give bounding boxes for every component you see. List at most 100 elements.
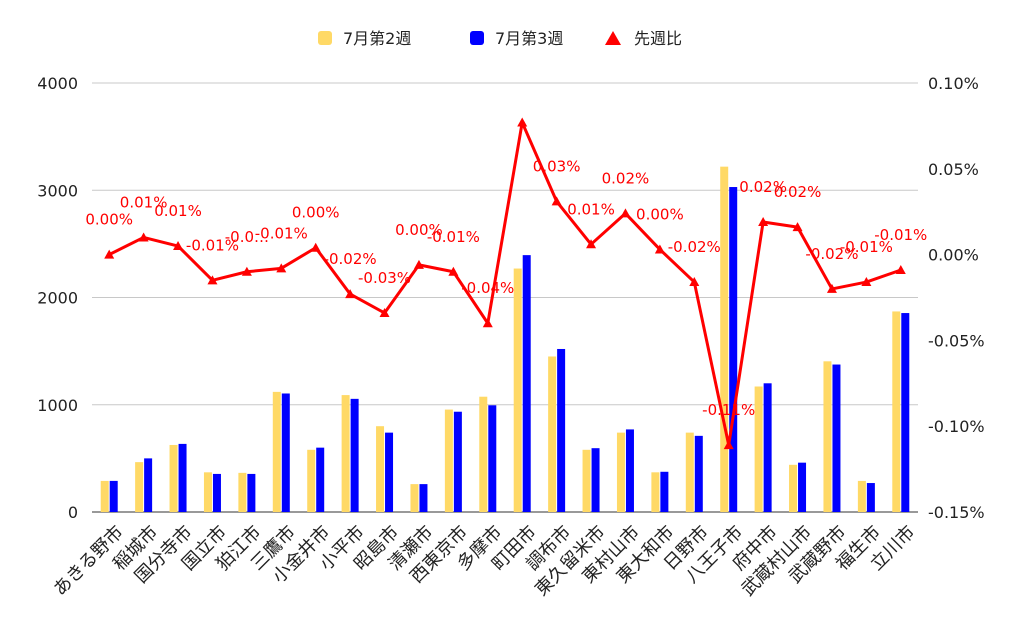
line-point [310,242,321,252]
bar-week3 [247,473,256,512]
bar-week2 [444,409,453,512]
bar-week3 [660,471,669,512]
bar-week2 [169,444,178,512]
line-point [620,208,631,218]
bar-week2 [651,472,660,512]
right-axis-ticks: -0.15% -0.10% -0.05% 0.00% 0.05% 0.10% [928,74,985,522]
line-data-label: 0.00% [85,211,133,229]
bar-week2 [789,464,798,512]
bar-week2 [548,356,557,512]
bar-week2 [410,484,419,512]
bar-week3 [729,187,738,512]
x-axis-labels: あきる野市稲城市国分寺市国立市狛江市三鷹市小金井市小平市昭島市清瀬市西東京市多摩… [50,521,920,600]
y-left-tick: 1000 [37,396,78,415]
bar-week2 [754,386,763,512]
legend: 7月第2週 7月第3週 先週比 [318,29,682,48]
line-point [379,307,390,317]
bar-week3 [591,448,600,512]
bar-week3 [488,405,497,512]
y-left-tick: 3000 [37,181,78,200]
bar-week2 [720,166,729,512]
bar-week2 [823,361,832,512]
line-data-label: -0.01% [874,226,927,244]
bar-week3 [419,484,428,512]
line-point [895,265,906,275]
left-axis-ticks: 0 1000 2000 3000 4000 [37,74,78,522]
y-right-tick: -0.05% [928,331,985,350]
bar-week3 [866,483,875,512]
bar-week3 [798,462,807,512]
legend-label-change: 先週比 [634,29,682,48]
legend-swatch-week3 [470,31,484,45]
bar-week3 [109,480,118,512]
line-data-label: -0.01% [186,236,239,254]
line-point [413,259,424,269]
line-data-label: -0.01% [427,228,480,246]
legend-marker-change [605,31,621,45]
line-data-label: 0.01% [567,200,615,218]
bar-week2 [135,462,144,512]
bar-week3 [212,473,221,512]
bar-week3 [316,447,325,512]
bar-week3 [281,393,290,512]
legend-label-week2: 7月第2週 [343,29,411,48]
bar-week2 [100,480,109,512]
legend-swatch-week2 [318,31,332,45]
y-left-tick: 4000 [37,74,78,93]
bar-week3 [763,383,772,512]
bar-week3 [385,432,394,512]
line-point [792,222,803,232]
line-point [276,263,287,273]
bar-week3 [901,313,910,512]
bar-week2 [238,472,247,512]
bar-week2 [685,432,694,512]
line-data-label: -0.02% [805,245,858,263]
y-left-tick: 2000 [37,289,78,308]
line-data-label: -0.03% [358,269,411,287]
bar-week2 [616,432,625,512]
bar-week2 [582,449,591,512]
change-line [108,120,902,447]
line-point [586,239,597,249]
line-data-label: 0.02% [602,169,650,187]
line-point [207,275,218,285]
line-data-labels: 0.00%0.01%0.01%-0.01%-0.0…-0.01%0.00%-0.… [85,157,927,419]
line-point [173,241,184,251]
bar-week3 [178,443,187,512]
line-point [723,440,734,450]
line-data-label: -0.02% [668,238,721,256]
bar-week3 [557,348,566,512]
legend-label-week3: 7月第3週 [495,29,563,48]
line-point [689,277,700,287]
bar-series [100,166,910,513]
bar-week3 [625,429,634,512]
y-right-tick: 0.05% [928,160,979,179]
line-data-label: 0.02% [739,178,787,196]
line-data-label: 0.01% [120,193,168,211]
line-point [654,244,665,254]
bar-week2 [341,395,350,512]
line-data-label: 0.00% [636,205,684,223]
line-data-label: -0.01% [255,224,308,242]
bar-week2 [857,480,866,512]
y-right-tick: 0.10% [928,74,979,93]
line-point [104,249,115,259]
line-data-label: -0.11% [702,401,755,419]
bar-week2 [892,311,901,512]
line-point [517,117,528,127]
y-right-tick: -0.15% [928,503,985,522]
line-point [826,283,837,293]
line-point [241,266,252,276]
line-point [551,196,562,206]
bar-week2 [513,268,522,512]
bar-week3 [350,398,359,512]
line-data-label: 0.01% [154,202,202,220]
bar-week2 [272,391,281,512]
line-point [861,277,872,287]
line-point [345,289,356,299]
line-series [104,117,906,450]
line-data-label: 0.00% [395,221,443,239]
bar-week2 [203,472,212,512]
line-point [482,318,493,328]
